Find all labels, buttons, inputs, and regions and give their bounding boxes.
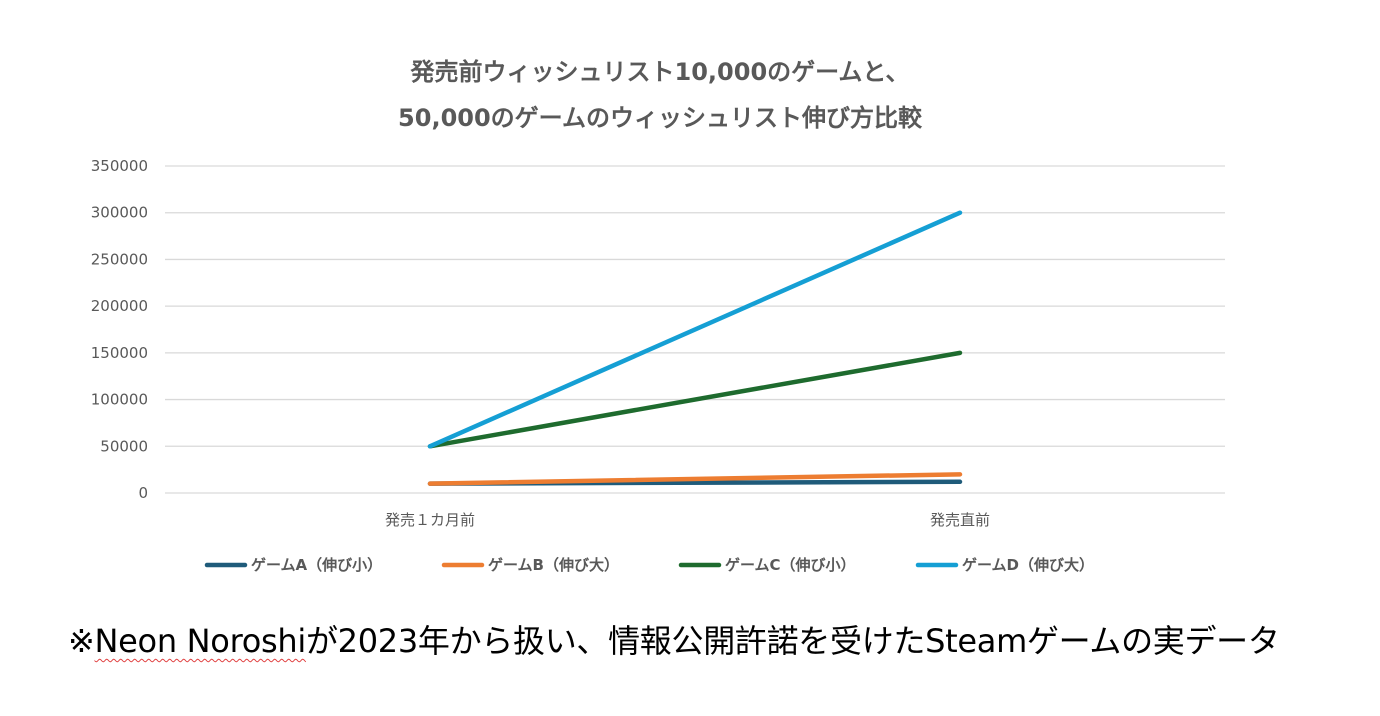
series-line-2 (427, 350, 963, 449)
chart-title: 発売前ウィッシュリスト10,000のゲームと、 50,000のゲームのウィッシュ… (398, 58, 923, 132)
footnote: ※Neon Noroshiが2023年から扱い、情報公開許諾を受けたSteamゲ… (68, 616, 1280, 662)
series-line-3 (427, 210, 963, 449)
legend-label-2: ゲームC（伸び小） (725, 556, 856, 574)
y-tick-label-1: 50000 (100, 437, 148, 455)
series-line-1 (427, 472, 963, 486)
y-tick-label-0: 0 (138, 484, 148, 502)
footnote-highlight: Neon Noroshi (94, 622, 307, 660)
legend-label-3: ゲームD（伸び大） (962, 556, 1094, 574)
x-tick-label-0: 発売１カ月前 (385, 511, 475, 529)
chart-title-line-1: 発売前ウィッシュリスト10,000のゲームと、 (410, 58, 910, 86)
y-tick-label-2: 100000 (91, 391, 148, 409)
x-axis-ticks: 発売１カ月前 発売直前 (385, 511, 990, 529)
y-tick-label-6: 300000 (91, 204, 148, 222)
footnote-rest: が2023年から扱い、情報公開許諾を受けたSteamゲームの実データ (305, 622, 1280, 660)
x-tick-label-1: 発売直前 (930, 511, 990, 529)
legend-label-1: ゲームB（伸び大） (488, 556, 619, 574)
y-tick-label-7: 350000 (91, 157, 148, 175)
legend: ゲームA（伸び小） ゲームB（伸び大） ゲームC（伸び小） ゲームD（伸び大） (204, 556, 1094, 574)
footnote-prefix: ※ (68, 622, 95, 660)
y-axis-ticks: 0 50000 100000 150000 200000 250000 300000 3500… (91, 157, 148, 502)
legend-label-0: ゲームA（伸び小） (251, 556, 382, 574)
y-tick-label-5: 250000 (91, 250, 148, 268)
series-lines (427, 210, 963, 486)
y-tick-label-4: 200000 (91, 297, 148, 315)
chart-title-line-2: 50,000のゲームのウィッシュリスト伸び方比較 (398, 104, 923, 132)
y-tick-label-3: 150000 (91, 344, 148, 362)
